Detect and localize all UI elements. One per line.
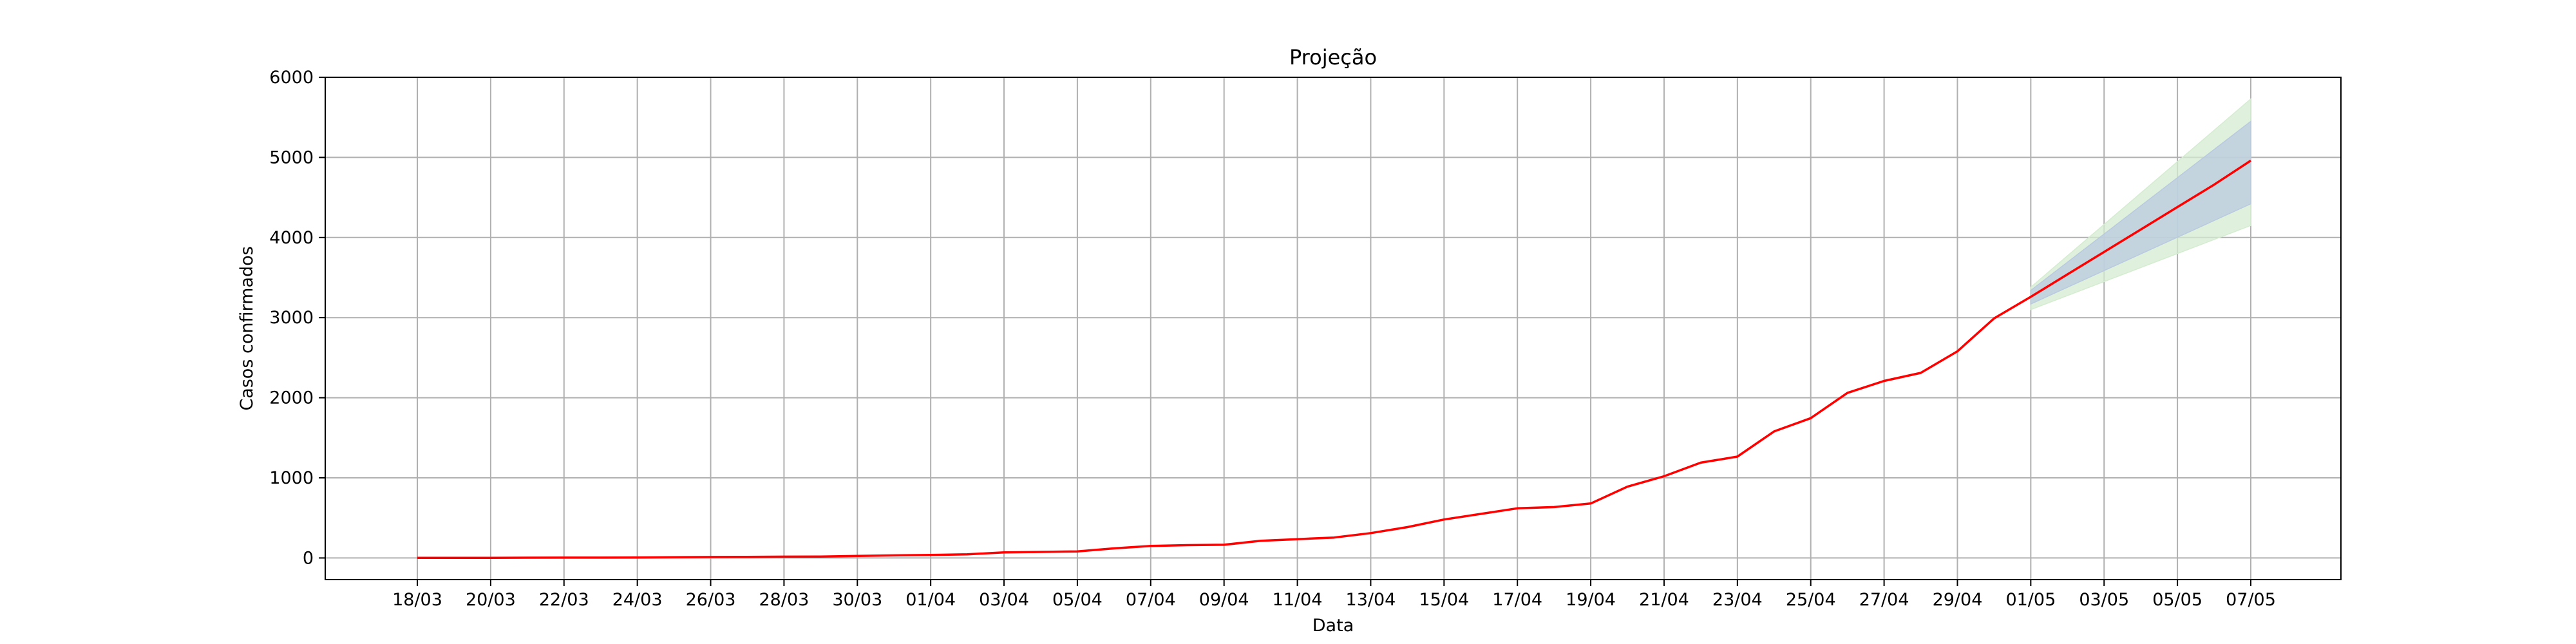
plot-frame: [325, 77, 2342, 580]
x-tick-label: 13/04: [1346, 590, 1396, 610]
x-tick-label: 29/04: [1933, 590, 1983, 610]
x-tick-label: 30/03: [832, 590, 882, 610]
y-axis-title: Casos confirmados: [237, 246, 257, 410]
x-tick-label: 09/04: [1199, 590, 1249, 610]
x-tick-label: 26/03: [686, 590, 736, 610]
x-axis-ticks: 18/03 20/03 22/03 24/03 26/03 28/03 30/03 01/04…: [392, 580, 2276, 610]
y-tick-label: 1000: [269, 468, 314, 488]
x-tick-label: 07/05: [2226, 590, 2276, 610]
x-tick-label: 28/03: [759, 590, 809, 610]
chart-title: Projeção: [1289, 45, 1377, 70]
series-lines: [417, 159, 2251, 560]
y-tick-label: 5000: [269, 147, 314, 167]
x-tick-label: 15/04: [1419, 590, 1469, 610]
x-tick-label: 01/05: [2005, 590, 2056, 610]
x-tick-label: 20/03: [466, 590, 516, 610]
x-tick-label: 11/04: [1273, 590, 1323, 610]
confidence-band: [2030, 120, 2251, 305]
x-tick-label: 24/03: [612, 590, 663, 610]
confidence-bands: [2030, 97, 2251, 310]
grid: [325, 77, 2341, 580]
y-axis-ticks: 0 1000 2000 3000 4000 5000 6000: [269, 68, 325, 568]
x-tick-label: 01/04: [905, 590, 956, 610]
x-tick-label: 07/04: [1126, 590, 1176, 610]
x-tick-label: 23/04: [1712, 590, 1763, 610]
x-tick-label: 25/04: [1786, 590, 1836, 610]
y-tick-label: 2000: [269, 388, 314, 408]
x-tick-label: 18/03: [392, 590, 442, 610]
x-axis-title: Data: [1312, 616, 1354, 636]
x-tick-label: 05/05: [2152, 590, 2202, 610]
x-tick-label: 19/04: [1566, 590, 1616, 610]
x-tick-label: 03/04: [979, 590, 1029, 610]
y-tick-label: 3000: [269, 308, 314, 328]
series-line: [417, 159, 2251, 560]
x-tick-label: 17/04: [1492, 590, 1542, 610]
y-tick-label: 0: [303, 548, 314, 568]
y-tick-label: 6000: [269, 68, 314, 88]
x-tick-label: 05/04: [1052, 590, 1103, 610]
x-tick-label: 21/04: [1639, 590, 1689, 610]
y-tick-label: 4000: [269, 228, 314, 248]
x-tick-label: 03/05: [2079, 590, 2129, 610]
x-tick-label: 22/03: [539, 590, 589, 610]
x-tick-label: 27/04: [1859, 590, 1909, 610]
